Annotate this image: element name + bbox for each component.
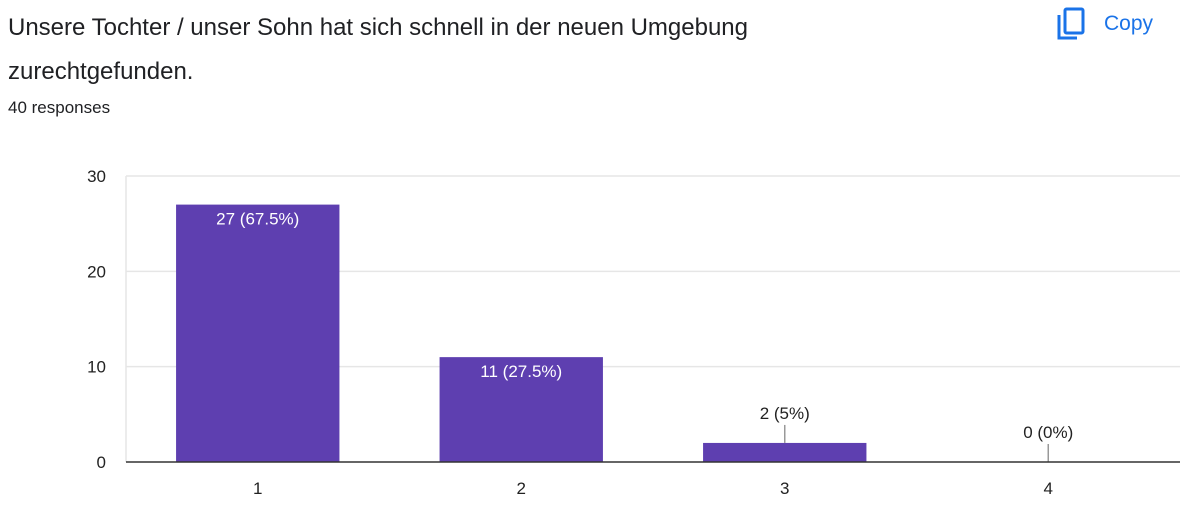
- response-count: 40 responses: [8, 98, 111, 117]
- copy-icon: [1057, 7, 1085, 40]
- copy-button[interactable]: Copy: [1050, 4, 1159, 44]
- bar-1: [176, 204, 340, 462]
- bar-3: [703, 442, 867, 462]
- data-label-2: 11 (27.5%): [480, 362, 562, 381]
- data-label-1: 27 (67.5%): [216, 210, 299, 229]
- y-tick-label-20: 20: [87, 262, 106, 281]
- y-tick-label-10: 10: [87, 358, 106, 377]
- chart-svg: 0 10 20 30 27 (67.5%) 1 11 (27.5%) 2 2 (5%) 3 0 (0…: [87, 167, 1180, 498]
- x-tick-label-4: 4: [1044, 479, 1053, 498]
- bar-chart: 0 10 20 30 27 (67.5%) 1 11 (27.5%) 2 2 (5%) 3 0 (0…: [0, 150, 1186, 514]
- data-label-4: 0 (0%): [1023, 423, 1073, 442]
- bar-2: [439, 357, 603, 462]
- copy-label: Copy: [1104, 12, 1154, 35]
- y-tick-label-0: 0: [97, 453, 106, 472]
- x-tick-label-1: 1: [253, 479, 262, 498]
- x-tick-label-2: 2: [517, 479, 526, 498]
- data-label-3: 2 (5%): [760, 404, 810, 423]
- y-tick-label-30: 30: [87, 167, 106, 186]
- question-title: Unsere Tochter / unser Sohn hat sich sch…: [8, 14, 749, 85]
- x-tick-label-3: 3: [780, 479, 789, 498]
